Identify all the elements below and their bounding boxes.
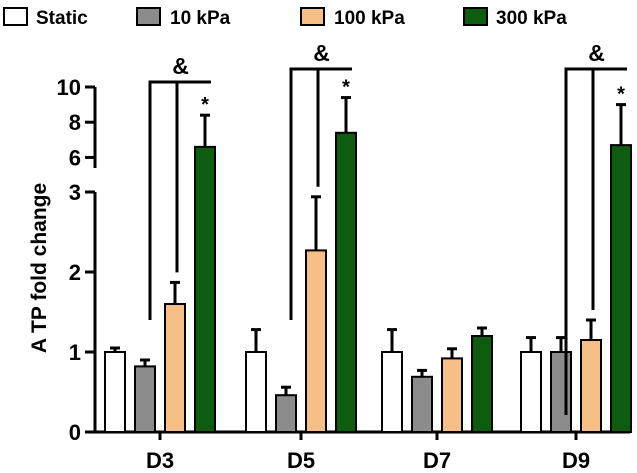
significance-brackets: &*&*&* [148,40,627,415]
x-tick-label-d5: D5 [287,448,315,473]
legend-label-10-kpa: 10 kPa [170,8,231,29]
bar-d5-static [245,351,267,433]
y-tick-label-10: 10 [57,75,81,100]
bar-d9-static [520,351,542,433]
x-tick-label-d3: D3 [146,448,174,473]
bar-d5-300-kpa [335,131,357,433]
y-tick-label-3: 3 [69,180,81,205]
bar-d3-100-kpa [164,303,186,433]
bracket-outer-d3 [148,80,211,320]
bar-d7-300-kpa [471,335,493,433]
x-tick-label-d9: D9 [562,448,590,473]
significance-star-d9: * [617,84,625,106]
legend-swatch-10-kpa [136,7,161,26]
bar-d3-static [104,351,126,433]
significance-star-d5: * [342,77,350,99]
ampersand-marker-d9: & [588,40,605,66]
legend: Static 10 kPa 100 kPa 300 kPa [3,7,567,29]
bar-d3-10-kpa [134,365,156,433]
bar-d9-100-kpa [580,339,602,433]
bar-d5-100-kpa [305,249,327,433]
y-tick-label-2: 2 [69,260,81,285]
y-axis-title: A TP fold change [28,183,51,353]
y-tick-label-8: 8 [69,110,81,135]
y-tick-label-6: 6 [69,145,81,170]
ampersand-marker-d3: & [172,53,189,79]
legend-swatch-static [3,7,28,26]
bar-d5-10-kpa [275,394,297,434]
legend-swatch-300-kpa [463,7,488,26]
legend-swatch-100-kpa [300,7,325,26]
bar-d9-300-kpa [610,144,632,433]
significance-star-d3: * [201,94,209,116]
legend-label-100-kpa: 100 kPa [334,8,405,29]
bracket-outer-d5 [289,67,352,320]
bar-d7-static [381,351,403,433]
bar-d7-10-kpa [411,375,433,433]
bar-d9-10-kpa [550,351,572,433]
bar-d7-100-kpa [441,357,463,433]
legend-label-300-kpa: 300 kPa [496,8,567,29]
bar-d3-300-kpa [194,145,216,433]
legend-label-static: Static [36,8,88,29]
y-tick-label-0: 0 [69,420,81,445]
x-tick-label-d7: D7 [423,448,451,473]
bars [104,96,632,434]
ampersand-marker-d5: & [313,40,330,66]
bracket-outer-d9 [564,67,627,415]
y-tick-label-1: 1 [69,340,81,365]
